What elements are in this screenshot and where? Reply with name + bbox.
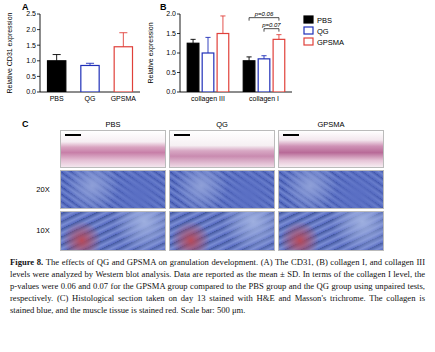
y-tick-label: 0.5: [26, 73, 36, 80]
legend: PBS QG GPSMA: [304, 16, 344, 47]
scale-bar: [283, 134, 299, 136]
legend-swatch: [304, 38, 313, 45]
x-tick-label: GPSMA: [111, 95, 137, 102]
histology-image: [278, 170, 384, 209]
error-bar: [191, 39, 196, 43]
y-axis-label: Relative expression: [147, 22, 155, 83]
chart-0: ARelative CD31 expression0.00.51.01.52.0…: [6, 2, 140, 103]
histology-image: [60, 170, 166, 209]
error-bar: [276, 35, 281, 40]
y-tick-label: 1.0: [166, 49, 176, 56]
bar: [114, 47, 132, 92]
y-tick-label: 1.5: [26, 42, 36, 49]
column-label: GPSMA: [278, 120, 384, 129]
error-cap: [247, 56, 252, 57]
error-line: [208, 37, 209, 53]
error-bar: [247, 57, 252, 61]
panel-label: C: [22, 119, 29, 129]
bar: [187, 43, 199, 92]
error-cap: [205, 37, 210, 38]
error-bar: [261, 56, 266, 59]
histology-image: [278, 211, 384, 251]
error-cap: [86, 63, 94, 64]
error-cap: [220, 15, 225, 16]
error-line: [264, 56, 265, 59]
column-label: QG: [169, 120, 275, 129]
x-tick-label: collagen I: [249, 95, 279, 103]
y-tick-label: 2.0: [26, 26, 36, 33]
error-cap: [276, 34, 281, 35]
x-tick-label: collagen III: [191, 95, 225, 103]
charts: ARelative CD31 expression0.00.51.01.52.0…: [0, 0, 435, 120]
error-bar: [86, 63, 94, 65]
error-bar: [205, 37, 210, 53]
scale-bar: [174, 134, 190, 136]
row-label: 10X: [30, 226, 56, 235]
annotation: p=0.06: [254, 11, 274, 17]
histology-image: [60, 211, 166, 251]
error-line: [193, 39, 194, 43]
y-axis: [40, 14, 41, 92]
histology-image: [169, 170, 275, 209]
bar: [243, 61, 255, 92]
error-cap: [53, 54, 61, 55]
legend-label: GPSMA: [317, 38, 344, 47]
caption-text: The effects of QG and GPSMA on granulati…: [10, 257, 425, 315]
histology-image: [169, 130, 275, 168]
significance-bracket: [249, 18, 279, 21]
y-tick-label: 1.0: [26, 57, 36, 64]
marks: [48, 33, 133, 92]
y-tick-label: 2.5: [26, 10, 36, 17]
y-axis: [180, 14, 181, 92]
bar: [273, 39, 285, 92]
error-cap: [261, 55, 266, 56]
y-tick-label: 0.0: [26, 88, 36, 95]
error-line: [123, 33, 124, 47]
y-tick-label: 1.5: [166, 30, 176, 37]
y-axis-label: Relative CD31 expression: [6, 12, 14, 93]
x-tick-label: QG: [85, 95, 96, 103]
scale-bar: [65, 134, 81, 136]
error-line: [278, 35, 279, 40]
caption-label: Figure 8.: [10, 257, 43, 267]
error-bar: [119, 33, 127, 47]
histology-image: [169, 211, 275, 251]
error-line: [249, 57, 250, 61]
legend-label: QG: [317, 27, 329, 36]
marks: [187, 16, 285, 92]
bar: [48, 61, 66, 92]
error-line: [56, 55, 57, 61]
legend-label: PBS: [317, 16, 332, 25]
y-tick-label: 2.0: [166, 10, 176, 17]
row-label: 20X: [30, 185, 56, 194]
x-tick-label: PBS: [50, 95, 64, 102]
significance-bracket: [264, 29, 279, 32]
bar: [258, 59, 270, 92]
error-bar: [53, 55, 61, 61]
bar: [217, 34, 229, 93]
annotation: p=0.07: [261, 22, 281, 28]
error-bar: [220, 16, 225, 34]
error-cap: [119, 32, 127, 33]
error-line: [222, 16, 223, 34]
column-label: PBS: [60, 120, 166, 129]
histology-image: [60, 130, 166, 168]
chart-1: BRelative expression0.00.51.01.52.0colla…: [147, 2, 344, 103]
y-tick-label: 0.0: [166, 88, 176, 95]
y-tick-label: 0.5: [166, 69, 176, 76]
error-cap: [191, 39, 196, 40]
legend-swatch: [304, 27, 313, 34]
legend-swatch: [304, 16, 313, 23]
bar: [81, 65, 99, 92]
caption: Figure 8. The effects of QG and GPSMA on…: [10, 256, 425, 316]
bar: [202, 53, 214, 92]
histology-image: [278, 130, 384, 168]
